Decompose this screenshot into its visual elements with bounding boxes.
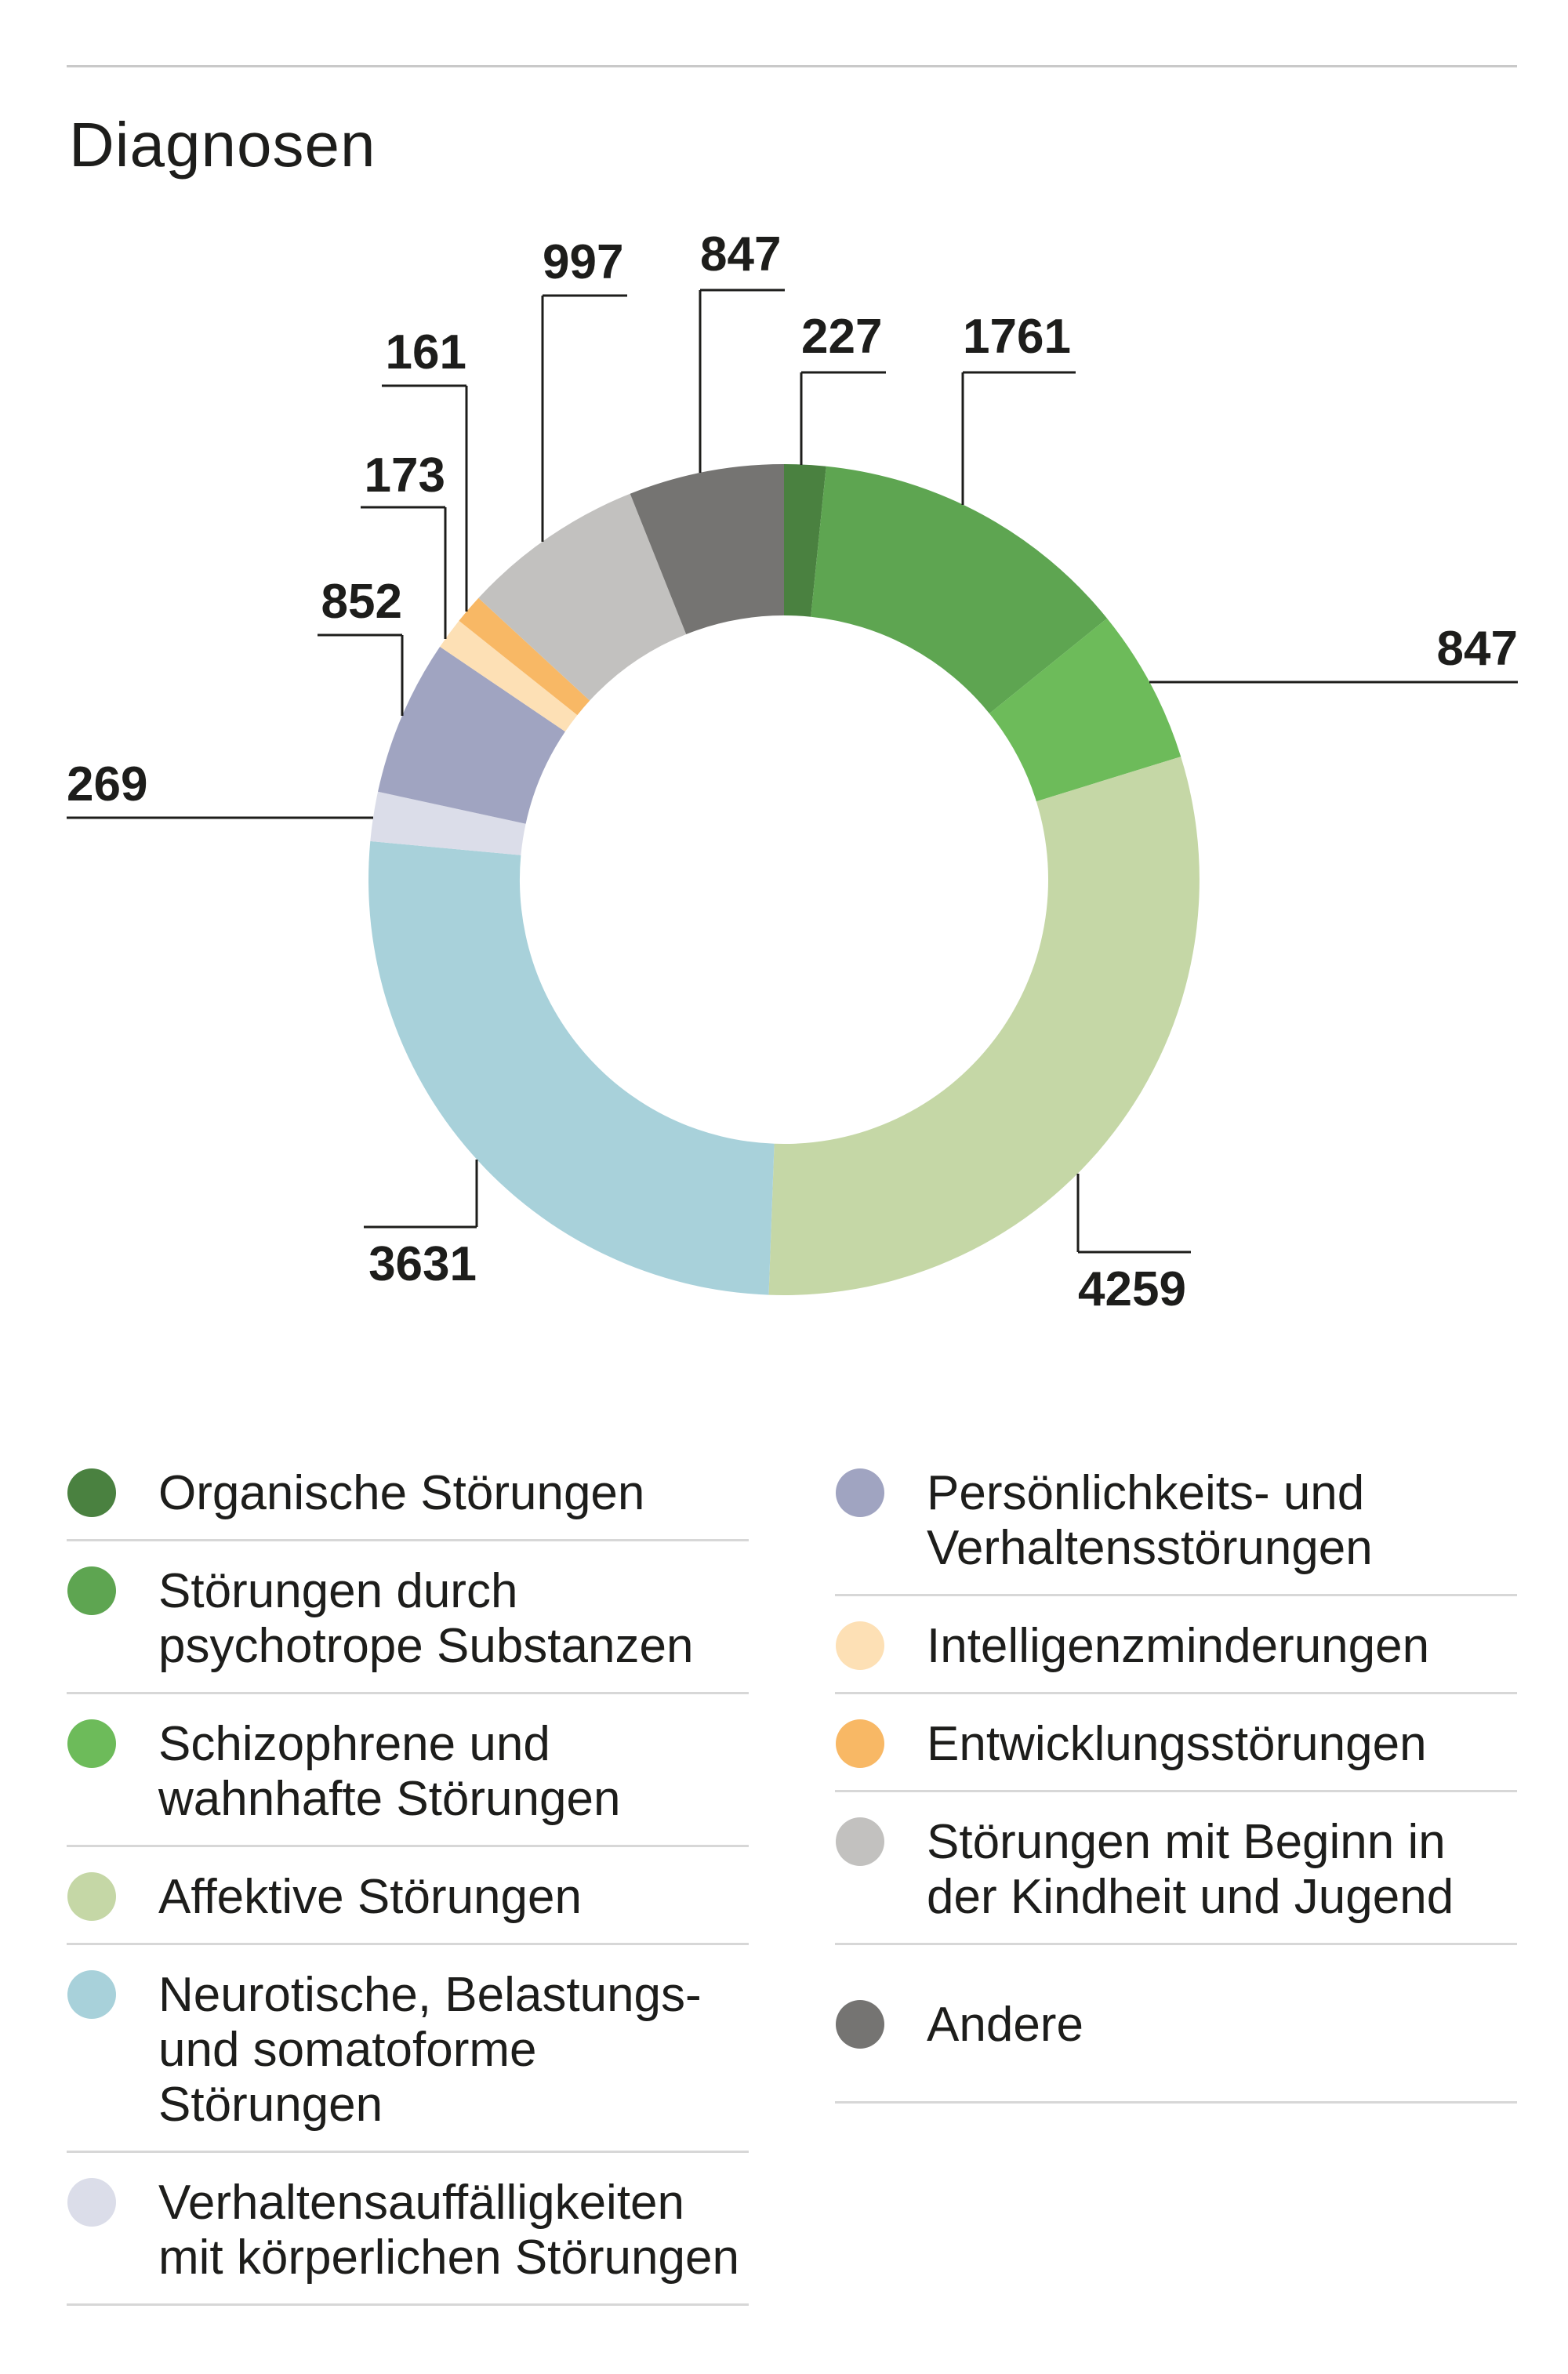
legend-swatch-2: [67, 1719, 116, 1768]
value-annotation-7: 173: [361, 448, 447, 639]
legend-label-3: Affektive Störungen: [158, 1870, 582, 1925]
value-annotation-9: 997: [541, 235, 627, 542]
legend-separator: [835, 1790, 1517, 1792]
legend-label-line: Affektive Störungen: [158, 1870, 582, 1924]
legend-swatch-4: [67, 1970, 116, 2019]
legend-label-line: Andere: [927, 1998, 1083, 2052]
legend-swatch-9: [836, 1817, 884, 1866]
value-annotation-0: 227: [800, 310, 886, 465]
legend-swatch-1: [67, 1566, 116, 1615]
legend-label-line: Neurotische, Belastungs-: [158, 1968, 702, 2022]
legend-label-7: Intelligenzminderungen: [927, 1619, 1429, 1674]
value-label-9: 997: [543, 235, 623, 289]
donut-segment-4: [368, 840, 775, 1295]
donut-segment-0: [784, 463, 826, 617]
donut-segment-3: [768, 757, 1200, 1295]
page-title: Diagnosen: [69, 110, 376, 180]
donut-segment-2: [989, 618, 1181, 802]
legend-separator: [67, 1539, 749, 1541]
legend-label-line: Störungen mit Beginn in: [927, 1815, 1446, 1869]
value-label-6: 852: [321, 575, 402, 629]
value-label-5: 269: [67, 757, 147, 811]
legend-label-line: wahnhafte Störungen: [158, 1772, 621, 1826]
value-annotation-5: 269: [67, 757, 373, 819]
value-annotation-4: 3631: [364, 1160, 478, 1291]
legend-separator: [67, 1692, 749, 1694]
legend-label-line: Organische Störungen: [158, 1466, 645, 1520]
legend-swatch-5: [67, 2178, 116, 2227]
legend-swatch-6: [836, 1468, 884, 1517]
value-label-2: 847: [1437, 622, 1518, 676]
donut-segment-8: [459, 597, 590, 716]
legend-label-line: der Kindheit und Jugend: [927, 1870, 1454, 1924]
legend-label-10: Andere: [927, 1998, 1083, 2053]
legend-separator: [835, 2101, 1517, 2104]
value-label-8: 161: [386, 325, 466, 379]
legend-label-line: Persönlichkeits- und: [927, 1466, 1365, 1520]
legend-label-6: Persönlichkeits- und Verhaltensstörungen: [927, 1466, 1373, 1576]
value-label-3: 4259: [1078, 1262, 1186, 1316]
legend-label-2: Schizophrene und wahnhafte Störungen: [158, 1717, 620, 1827]
donut-segment-10: [630, 464, 784, 634]
legend-label-5: Verhaltensauffälligkeiten mit körperliche…: [158, 2176, 739, 2285]
top-divider-rule: [67, 65, 1517, 67]
legend-label-line: Intelligenzminderungen: [927, 1619, 1430, 1673]
legend-label-1: Störungen durch psychotrope Substanzen: [158, 1564, 693, 1674]
legend-label-line: Störungen: [158, 2078, 383, 2132]
value-label-0: 227: [801, 310, 882, 364]
value-annotation-3: 4259: [1076, 1174, 1191, 1316]
legend-swatch-7: [836, 1621, 884, 1670]
value-annotation-8: 161: [382, 325, 468, 612]
value-label-10: 847: [700, 227, 781, 281]
legend-label-line: Verhaltensstörungen: [927, 1521, 1373, 1575]
legend-separator: [67, 1943, 749, 1945]
legend-swatch-3: [67, 1872, 116, 1921]
legend-swatch-10: [836, 2000, 884, 2049]
legend-label-line: psychotrope Substanzen: [158, 1619, 694, 1673]
legend-separator: [67, 1845, 749, 1847]
value-annotation-10: 847: [699, 227, 785, 473]
legend-label-9: Störungen mit Beginn in der Kindheit und …: [927, 1815, 1454, 1925]
legend-swatch-0: [67, 1468, 116, 1517]
legend-separator: [835, 1692, 1517, 1694]
legend-label-0: Organische Störungen: [158, 1466, 644, 1521]
value-annotation-2: 847: [1149, 622, 1518, 684]
value-annotation-1: 1761: [961, 310, 1076, 505]
value-annotation-6: 852: [318, 575, 404, 716]
legend-label-8: Entwicklungsstörungen: [927, 1717, 1427, 1772]
legend-label-line: Schizophrene und: [158, 1717, 550, 1771]
value-label-1: 1761: [963, 310, 1071, 364]
donut-segment-1: [811, 466, 1108, 714]
legend-separator: [67, 2303, 749, 2306]
donut-segment-6: [378, 646, 565, 824]
legend-swatch-8: [836, 1719, 884, 1768]
legend-label-4: Neurotische, Belastungs-und somatoforme S…: [158, 1968, 702, 2133]
legend-label-line: Verhaltensauffälligkeiten: [158, 2176, 685, 2230]
legend-separator: [835, 1594, 1517, 1596]
donut-segment-9: [478, 493, 687, 701]
legend-label-line: mit körperlichen Störungen: [158, 2231, 739, 2285]
value-label-4: 3631: [368, 1237, 477, 1291]
legend-separator: [67, 2151, 749, 2153]
legend-label-line: Entwicklungsstörungen: [927, 1717, 1427, 1771]
legend-label-line: und somatoforme: [158, 2023, 537, 2077]
legend-separator: [835, 1943, 1517, 1945]
legend-label-line: Störungen durch: [158, 1564, 518, 1618]
donut-segment-7: [440, 620, 578, 732]
donut-segment-5: [370, 791, 526, 855]
value-label-7: 173: [365, 448, 445, 503]
